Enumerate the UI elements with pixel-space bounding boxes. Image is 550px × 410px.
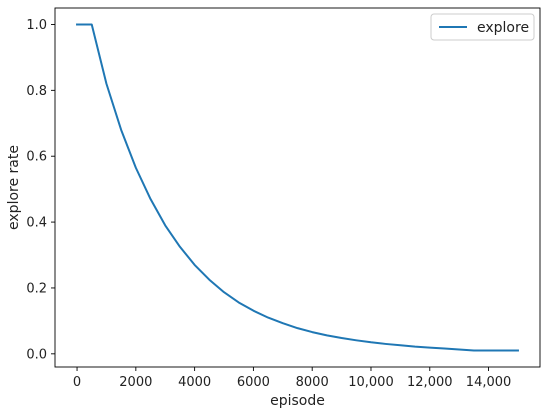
legend: explore (430, 13, 535, 41)
x-axis-label: episode (270, 393, 325, 409)
y-tick-label: 1.0 (26, 18, 47, 33)
legend-box (430, 13, 535, 41)
x-tick-label: 10,000 (348, 375, 394, 390)
y-tick-label: 0.8 (26, 84, 47, 99)
y-axis-ticks: 0.0 0.2 0.4 0.6 0.8 1.0 (26, 18, 55, 362)
x-tick-label: 12,000 (407, 375, 453, 390)
x-axis-ticks: 0 2000 4000 6000 8000 10,000 12,000 14,000 (73, 367, 511, 390)
y-tick-label: 0.4 (26, 216, 47, 231)
x-tick-label: 4000 (178, 375, 211, 390)
x-tick-label: 0 (73, 375, 81, 390)
series-line-explore (76, 23, 519, 352)
y-tick-label: 0.6 (26, 150, 47, 165)
plot-frame (54, 7, 541, 368)
x-tick-label: 14,000 (466, 375, 512, 390)
legend-label-explore: explore (477, 20, 529, 36)
y-tick-label: 0.0 (26, 347, 47, 362)
x-tick-label: 8000 (296, 375, 329, 390)
plot-border (54, 7, 541, 368)
x-tick-label: 2000 (119, 375, 152, 390)
y-tick-label: 0.2 (26, 281, 47, 296)
series-layer (76, 23, 519, 352)
y-axis-label: explore rate (6, 145, 22, 230)
x-tick-label: 6000 (237, 375, 270, 390)
